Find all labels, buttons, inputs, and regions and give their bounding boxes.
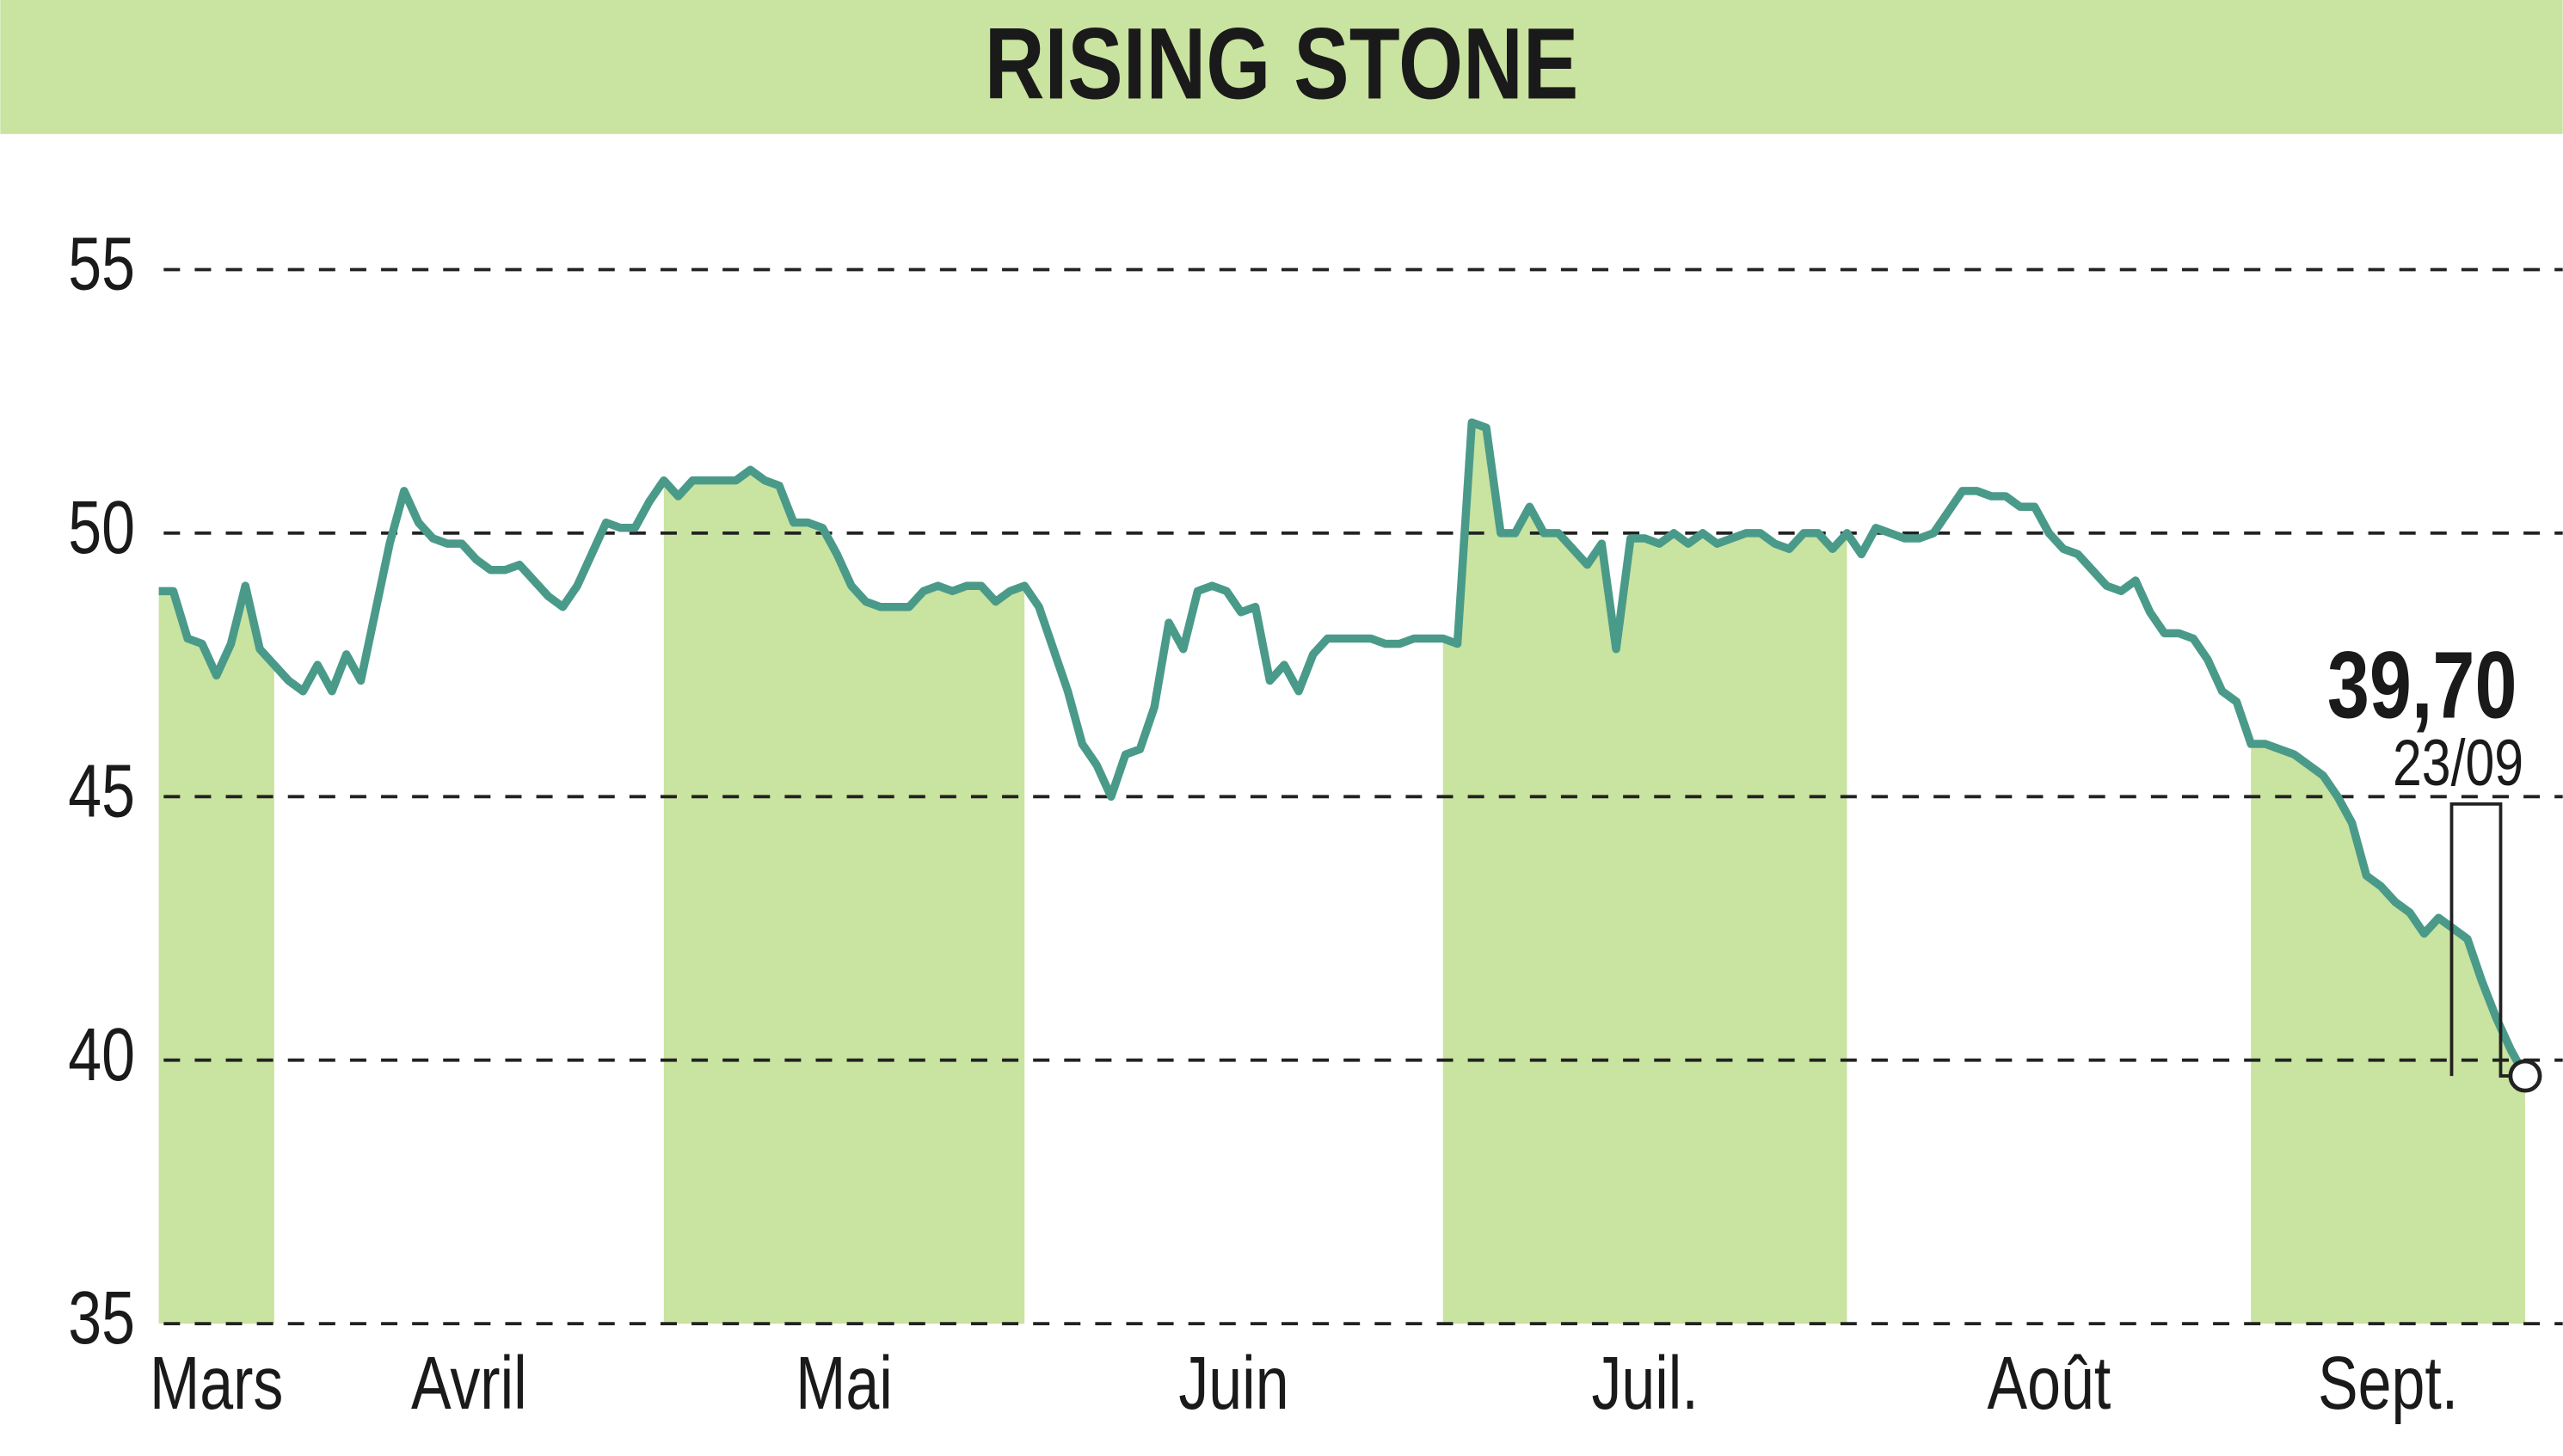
shaded-months: [158, 422, 2525, 1324]
x-tick-label: Juil.: [1591, 1341, 1698, 1425]
price-line: [158, 418, 2542, 1093]
title-bar: [0, 0, 2563, 134]
y-tick-label: 35: [68, 1275, 135, 1360]
x-tick-label: Août: [1987, 1341, 2111, 1425]
labels: 35 40 45 50 55 Mars Avril Mai Juin Juil. Août Sept.…: [68, 221, 2523, 1425]
month-shade: [2251, 744, 2525, 1324]
x-tick-label: Juin: [1178, 1341, 1288, 1425]
y-tick-label: 45: [68, 748, 135, 832]
y-tick-label: 50: [68, 484, 135, 568]
month-shade: [1442, 422, 1847, 1324]
x-tick-label: Mai: [796, 1341, 893, 1425]
grid: [163, 267, 2563, 1325]
line: [158, 418, 2529, 1078]
month-shade: [158, 586, 274, 1324]
last-value: 39,70: [2327, 633, 2517, 739]
y-tick-label: 55: [68, 221, 135, 305]
last-point: [2508, 1059, 2542, 1093]
x-tick-label: Avril: [411, 1341, 527, 1425]
x-tick-label: Sept.: [2318, 1341, 2458, 1425]
chart-title: RISING STONE: [985, 7, 1579, 120]
last-date: 23/09: [2393, 727, 2523, 800]
month-shade: [663, 470, 1025, 1324]
x-tick-label: Mars: [150, 1341, 283, 1425]
y-tick-label: 40: [68, 1011, 135, 1096]
